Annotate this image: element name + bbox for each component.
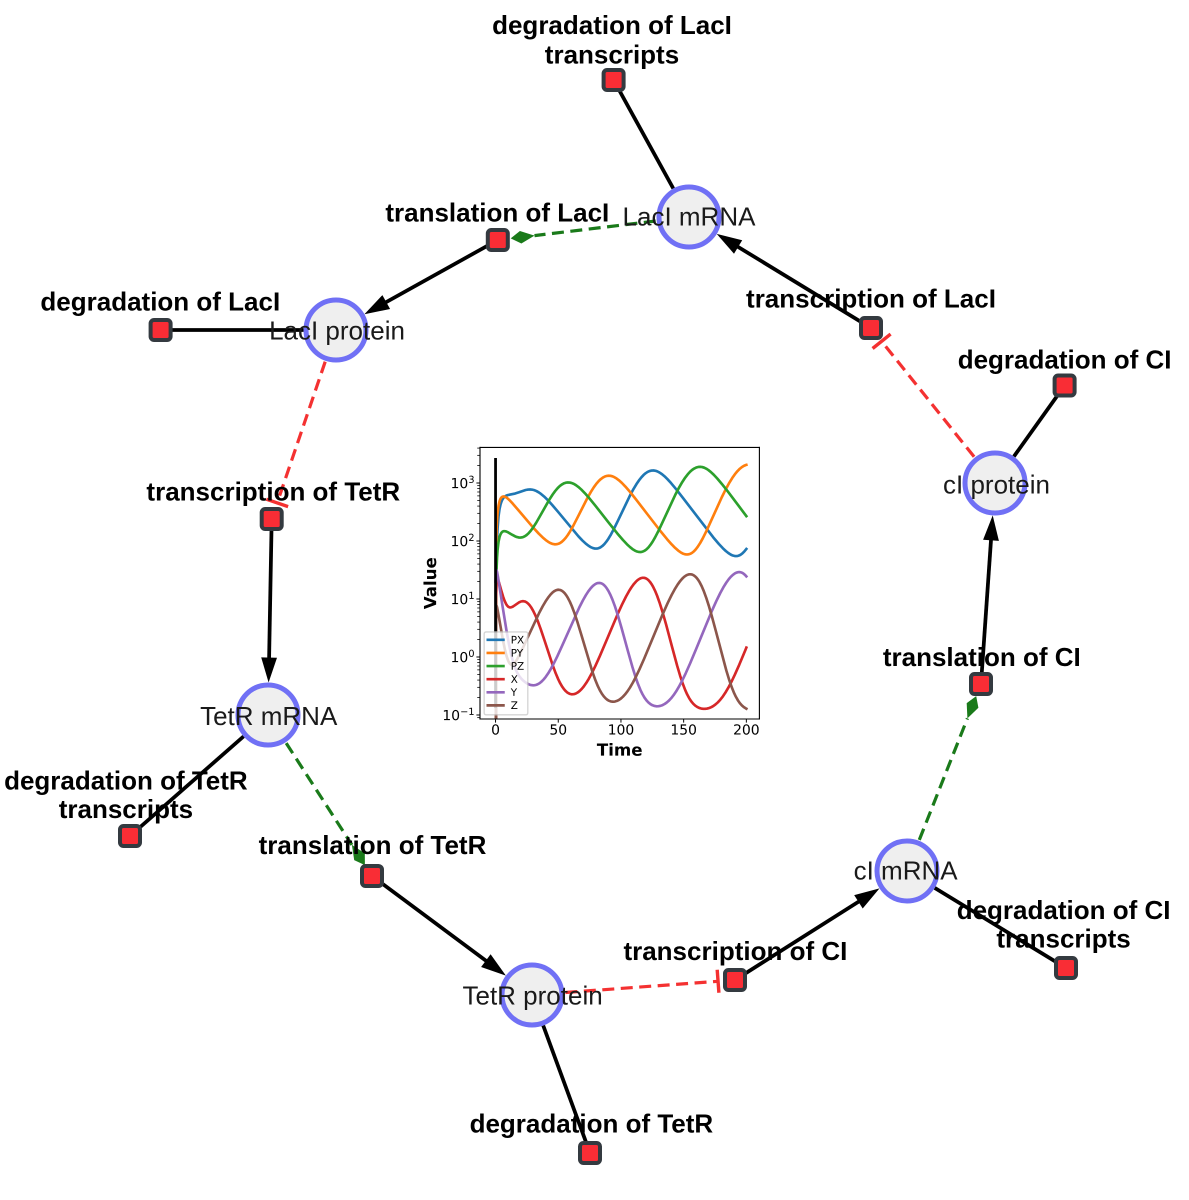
svg-text:transcripts: transcripts bbox=[996, 923, 1130, 953]
svg-text:TetR mRNA: TetR mRNA bbox=[200, 701, 338, 731]
svg-text:degradation of LacI: degradation of LacI bbox=[492, 10, 732, 40]
svg-text:degradation of TetR: degradation of TetR bbox=[4, 766, 248, 796]
svg-text:transcription of CI: transcription of CI bbox=[623, 936, 847, 966]
svg-text:transcription of LacI: transcription of LacI bbox=[746, 284, 996, 314]
svg-text:degradation of LacI: degradation of LacI bbox=[40, 286, 280, 316]
svg-text:degradation of TetR: degradation of TetR bbox=[470, 1109, 714, 1139]
svg-text:transcripts: transcripts bbox=[59, 794, 193, 824]
svg-text:translation of TetR: translation of TetR bbox=[259, 830, 487, 860]
svg-text:LacI protein: LacI protein bbox=[269, 316, 405, 346]
svg-text:translation of CI: translation of CI bbox=[883, 642, 1081, 672]
svg-text:transcription of TetR: transcription of TetR bbox=[146, 477, 400, 507]
svg-text:cI protein: cI protein bbox=[943, 470, 1050, 500]
svg-text:transcripts: transcripts bbox=[545, 40, 679, 70]
svg-text:translation of LacI: translation of LacI bbox=[385, 198, 609, 228]
svg-text:LacI mRNA: LacI mRNA bbox=[623, 201, 757, 231]
svg-text:degradation of CI: degradation of CI bbox=[958, 345, 1172, 375]
svg-text:degradation of CI: degradation of CI bbox=[957, 895, 1171, 925]
svg-text:cI mRNA: cI mRNA bbox=[854, 856, 959, 886]
svg-text:TetR protein: TetR protein bbox=[463, 981, 603, 1011]
